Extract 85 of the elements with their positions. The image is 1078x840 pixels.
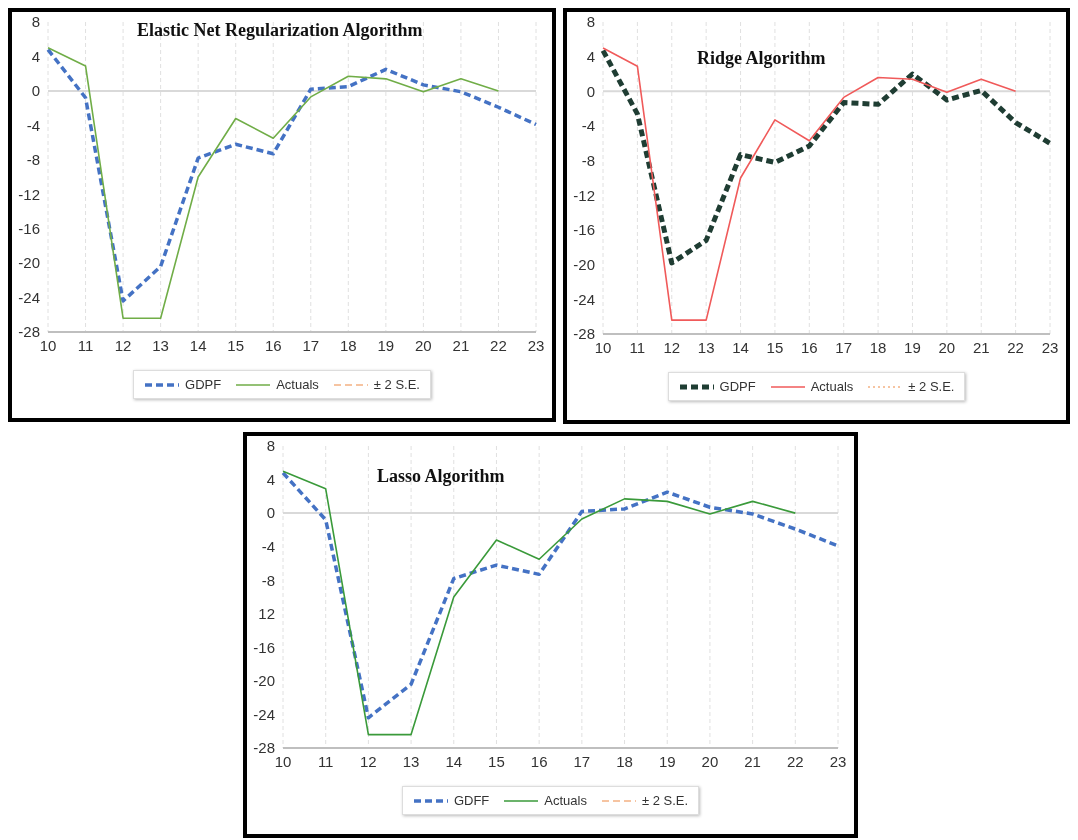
y-tick-label: -20 [18,254,40,272]
x-tick-label: 11 [317,752,334,770]
x-tick-label: 12 [114,336,132,354]
x-tick-label: 15 [766,338,784,356]
x-tick-label: 16 [530,752,548,770]
x-tick-label: 20 [415,336,432,354]
x-tick-label: 17 [302,336,320,354]
x-tick-label: 22 [1007,338,1024,356]
legend-label: ± 2 S.E. [372,377,420,392]
legend-label: GDFF [452,793,490,808]
legend-label: Actuals [543,793,587,808]
y-tick-label: -20 [253,672,275,690]
chart-title: Elastic Net Regularization Algorithm [137,20,423,41]
legend-label: ± 2 S.E. [907,379,955,394]
y-tick-label: -8 [581,151,595,169]
y-tick-label: 0 [586,82,595,100]
text: Lasso Algorithm [377,466,505,487]
x-tick-label: 13 [402,752,420,770]
y-tick-label: -28 [253,739,275,757]
x-tick-label: 18 [616,752,633,770]
x-tick-label: 14 [189,336,207,354]
x-tick-label: 23 [527,336,545,354]
text: Ridge Algorithm [697,48,826,69]
x-tick-label: 20 [938,338,956,356]
y-tick-label: 0 [266,504,275,522]
legend-label: GDPF [184,377,222,392]
x-tick-label: 17 [573,752,591,770]
y-tick-label: 4 [31,47,40,65]
y-tick-label: -16 [253,638,275,656]
legend-label: ± 2 S.E. [640,793,689,808]
x-tick-label: 13 [152,336,169,354]
x-tick-label: 13 [697,338,715,356]
x-tick-label: 12 [663,338,681,356]
x-tick-label: 10 [274,752,292,770]
y-tick-label: -12 [18,185,40,203]
x-tick-label: 11 [629,338,646,356]
y-tick-label: 12 [258,605,275,623]
y-tick-label: -8 [26,151,40,169]
y-tick-label: -24 [253,705,275,723]
legend-label: GDPF [718,379,756,394]
x-tick-label: 21 [972,338,990,356]
y-tick-label: 8 [266,437,275,455]
y-tick-label: -4 [26,116,40,134]
legend-label: Actuals [809,379,854,394]
y-tick-label: -16 [18,219,40,237]
y-tick-label: -20 [573,255,595,273]
y-tick-label: -4 [581,117,595,135]
y-tick-label: 4 [266,470,275,488]
y-tick-label: 8 [586,13,595,31]
line-series [602,47,1017,321]
x-tick-label: 23 [829,752,847,770]
x-tick-label: 15 [227,336,245,354]
x-tick-label: 21 [744,752,761,770]
x-tick-label: 10 [594,338,612,356]
y-tick-label: -24 [573,290,595,308]
x-tick-label: 19 [377,336,395,354]
y-tick-label: -12 [573,186,595,204]
y-tick-label: 4 [586,47,595,65]
y-tick-label: -28 [18,323,40,341]
y-tick-label: -24 [18,288,40,306]
x-tick-label: 18 [339,336,357,354]
x-tick-label: 10 [39,336,57,354]
x-tick-label: 21 [452,336,470,354]
x-tick-label: 11 [77,336,94,354]
x-tick-label: 15 [488,752,505,770]
x-tick-label: 17 [835,338,853,356]
x-tick-label: 19 [658,752,676,770]
y-tick-label: -28 [573,325,595,343]
x-tick-label: 22 [490,336,507,354]
y-tick-label: 0 [31,82,40,100]
x-tick-label: 12 [360,752,377,770]
y-tick-label: -16 [573,221,595,239]
legend-label: Actuals [275,377,319,392]
y-tick-label: -8 [261,571,275,589]
y-tick-label: 8 [31,13,40,31]
x-tick-label: 16 [800,338,818,356]
x-tick-label: 14 [445,752,463,770]
x-tick-label: 18 [869,338,887,356]
x-tick-label: 23 [1041,338,1059,356]
x-tick-label: 19 [904,338,921,356]
x-tick-label: 16 [264,336,282,354]
x-tick-label: 20 [701,752,719,770]
x-tick-label: 22 [786,752,804,770]
y-tick-label: -4 [261,537,275,555]
x-tick-label: 14 [732,338,749,356]
